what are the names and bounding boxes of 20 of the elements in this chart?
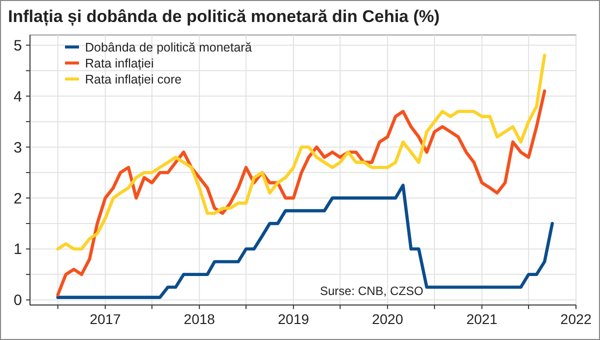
x-tick-label: 2018 — [184, 311, 216, 327]
y-tick-label: 5 — [14, 37, 22, 54]
line-series — [56, 89, 546, 296]
x-tick-label: 2017 — [90, 311, 122, 327]
chart-title: Inflația și dobânda de politică monetară din Cehia (%) — [8, 7, 440, 26]
y-tick-label: 2 — [14, 190, 22, 208]
y-tick-label: 1 — [14, 241, 22, 258]
legend-label: Rata inflației core — [85, 72, 182, 86]
legend-label: Dobânda de politică monetară — [85, 40, 252, 54]
x-tick-label: 2020 — [372, 311, 404, 327]
x-tick-label: 2019 — [278, 311, 310, 327]
annotation: Surse: CNB, CZSO — [320, 284, 424, 298]
y-tick-label: 0 — [14, 292, 22, 310]
x-tick-label: 2021 — [466, 311, 498, 327]
legend-label: Rata inflației — [85, 56, 154, 70]
y-tick-label: 4 — [14, 88, 22, 106]
x-tick-label: 2022 — [560, 311, 592, 327]
y-tick-label: 3 — [14, 139, 22, 156]
line-series — [56, 54, 546, 251]
line-series — [56, 184, 554, 299]
